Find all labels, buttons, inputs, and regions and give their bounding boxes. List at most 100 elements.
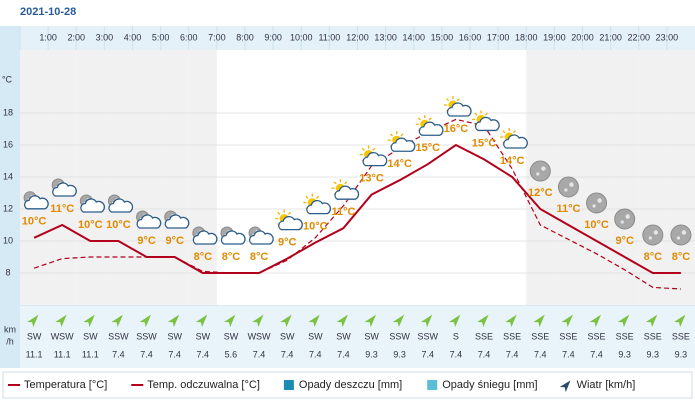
wind-row [20, 305, 695, 368]
sun-ray [502, 130, 506, 134]
wind-speed: 7.4 [422, 349, 435, 359]
sun-ray [305, 195, 309, 199]
wind-speed: 9.3 [647, 349, 660, 359]
sun-ray [372, 147, 376, 151]
temp-label: 10°C [303, 221, 328, 233]
temp-label: 16°C [444, 123, 469, 135]
hour-label: 5:00 [152, 32, 170, 42]
temp-label: 14°C [500, 155, 525, 167]
y-tick-label: 10 [3, 235, 13, 245]
wind-arrow [195, 314, 208, 328]
wind-speed: 7.4 [168, 349, 181, 359]
wind-direction: SSW [136, 331, 157, 341]
temp-label: 10°C [22, 216, 47, 228]
temp-label: 8°C [194, 251, 213, 263]
hour-label: 3:00 [96, 32, 114, 42]
weather-icon [51, 178, 77, 197]
wind-speed: 7.4 [450, 349, 463, 359]
temp-label: 8°C [250, 251, 269, 263]
cloud-icon [80, 198, 106, 213]
cloud-icon [390, 137, 416, 152]
moon-spot [648, 236, 652, 240]
weather-icon [79, 194, 106, 213]
wind-direction: SSW [418, 331, 439, 341]
weather-icon [387, 131, 416, 152]
left-strip [0, 26, 20, 368]
weather-icon [248, 226, 274, 245]
sun-ray [400, 133, 404, 137]
moon-icon [614, 208, 636, 230]
temp-label: 8°C [672, 251, 691, 263]
cloud-icon [136, 214, 162, 229]
weather-icon [107, 194, 134, 213]
temp-label: 9°C [615, 235, 634, 247]
hour-label: 13:00 [374, 32, 397, 42]
legend-label: Temperatura [°C] [24, 379, 107, 391]
hour-label: 22:00 [627, 32, 650, 42]
sun-ray [344, 181, 348, 185]
wind-arrow [449, 314, 461, 328]
wind-arrow [55, 314, 67, 328]
weather-icon [614, 208, 636, 230]
wind-unit: km [4, 324, 16, 334]
weather-icon [164, 210, 190, 229]
date-title: 2021-10-28 [20, 6, 76, 18]
sun-ray [446, 98, 450, 102]
moon-spot [620, 220, 624, 224]
sun-ray [456, 98, 460, 102]
wind-arrow [533, 314, 545, 328]
temp-label: 10°C [106, 219, 131, 231]
temp-label: 15°C [416, 142, 441, 154]
wind-speed: 7.4 [197, 349, 210, 359]
wind-direction: SSE [475, 331, 493, 341]
cloud-icon [503, 134, 528, 149]
moon-spot [541, 166, 546, 171]
hour-label: 4:00 [124, 32, 142, 42]
cloud-icon [362, 151, 388, 167]
legend-label: Opady śniegu [mm] [442, 379, 537, 391]
weather-icon [586, 192, 608, 214]
weather-icon [275, 209, 303, 231]
wind-direction: SSW [389, 331, 410, 341]
hour-label: 11:00 [318, 32, 340, 42]
wind-direction: SSE [559, 331, 577, 341]
wind-speed: 7.4 [309, 349, 322, 359]
wind-speed: 11.1 [82, 349, 99, 359]
wind-arrow [83, 314, 95, 328]
wind-speed: 11.1 [54, 349, 71, 359]
wind-arrow [111, 314, 123, 328]
wind-arrow [477, 314, 489, 328]
moon-spot [676, 236, 681, 240]
series-line [33, 118, 681, 290]
temp-label: 10°C [584, 219, 609, 231]
wind-direction: SW [196, 331, 211, 341]
temp-label: 8°C [644, 251, 663, 263]
moon-icon [586, 192, 608, 214]
weather-icon [670, 224, 692, 246]
hour-label: 2:00 [67, 32, 85, 42]
wind-direction: SW [224, 331, 239, 341]
y-tick-label: 14 [3, 171, 13, 181]
sun-ray [417, 117, 422, 121]
wind-speed: 11.1 [26, 349, 43, 359]
temp-label: 12°C [528, 187, 553, 199]
legend-wind-icon [559, 380, 571, 393]
hour-label: 21:00 [599, 32, 622, 42]
cloud-icon [474, 116, 500, 132]
hour-label: 16:00 [459, 32, 482, 42]
wind-arrow [336, 314, 348, 328]
wind-speed: 7.4 [590, 349, 603, 359]
weather-icon [23, 191, 49, 210]
moon-icon [642, 224, 664, 246]
moon-spot [681, 230, 687, 235]
y-tick-label: 12 [3, 203, 13, 213]
wind-direction: SSE [531, 331, 549, 341]
legend-label: Temp. odczuwalna [°C] [147, 379, 260, 391]
moon-icon [557, 176, 579, 198]
weather-icon [220, 226, 246, 245]
wind-direction: SSE [588, 331, 606, 341]
hour-label: 15:00 [431, 32, 454, 42]
y-tick-label: 18 [3, 107, 13, 117]
moon-icon [670, 224, 692, 246]
wind-arrow [308, 314, 320, 328]
